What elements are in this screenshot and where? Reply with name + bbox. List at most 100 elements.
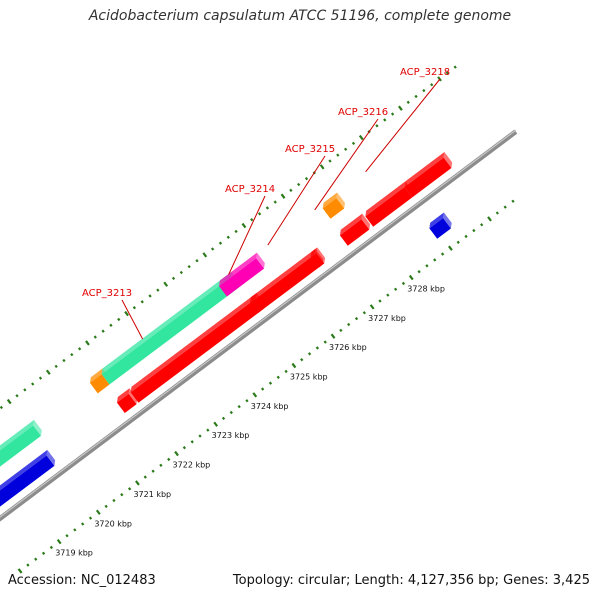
gene-label-leader <box>314 118 379 211</box>
gene-feature <box>429 212 452 239</box>
minor-tick <box>234 229 238 234</box>
feature-body <box>322 198 345 219</box>
scale-label: 3723 kbp <box>212 431 250 440</box>
minor-tick <box>406 100 410 104</box>
feature-facet <box>219 252 258 287</box>
feature-body <box>219 258 265 297</box>
minor-tick <box>151 469 155 473</box>
feature-body <box>89 374 110 394</box>
gene-label: ACP_3216 <box>338 107 388 118</box>
minor-tick <box>430 83 434 87</box>
minor-tick <box>480 223 484 227</box>
gene-feature <box>339 213 371 246</box>
feature-facet <box>365 181 406 217</box>
minor-tick <box>425 264 429 268</box>
minor-tick <box>62 358 66 363</box>
minor-tick <box>229 410 233 415</box>
minor-tick <box>182 446 187 450</box>
minor-tick <box>417 270 421 274</box>
minor-tick <box>268 381 273 385</box>
minor-tick <box>104 504 108 509</box>
feature-cap <box>336 192 346 209</box>
minor-tick <box>26 563 30 567</box>
feature-body <box>310 253 325 268</box>
feature-cap <box>443 212 452 229</box>
map-title: Acidobacterium capsulatum ATCC 51196, co… <box>88 8 512 24</box>
minor-tick <box>143 475 147 479</box>
scale-labels: 3719 kbp 3720 kbp 3721 kbp 3722 kbp 3723 kbp… <box>55 285 445 558</box>
major-tick <box>358 134 364 141</box>
minor-tick <box>351 141 356 146</box>
minor-tick <box>167 457 171 462</box>
feature-body <box>429 218 451 239</box>
gene-label-leader <box>267 155 326 246</box>
feature-body <box>116 393 137 414</box>
gene-feature <box>322 192 346 219</box>
major-tick <box>17 568 23 574</box>
scale-label: 3727 kbp <box>368 314 406 323</box>
feature-cap <box>316 247 326 264</box>
minor-tick <box>159 463 163 467</box>
major-tick <box>85 340 90 346</box>
minor-tick <box>41 551 46 555</box>
minor-tick <box>77 347 82 351</box>
major-tick <box>398 105 403 111</box>
feature-facet <box>130 292 257 393</box>
minor-tick <box>511 199 515 203</box>
major-tick <box>408 274 414 281</box>
scale-label: 3728 kbp <box>407 285 445 294</box>
major-tick <box>280 193 286 199</box>
major-tick <box>241 222 247 229</box>
minor-tick <box>132 306 137 310</box>
feature-body <box>0 455 55 507</box>
minor-tick <box>394 287 398 291</box>
gene-label: ACP_3215 <box>285 144 335 155</box>
minor-tick <box>401 281 406 286</box>
minor-tick <box>73 528 77 532</box>
minor-tick <box>88 516 93 520</box>
gene-feature <box>310 247 326 268</box>
major-tick <box>174 450 179 457</box>
minor-tick <box>495 211 499 215</box>
backbone-line <box>0 129 518 522</box>
minor-tick <box>315 346 320 350</box>
major-tick <box>213 421 219 427</box>
minor-tick <box>297 182 301 187</box>
major-tick <box>487 216 492 222</box>
minor-tick <box>93 335 97 339</box>
feature-facet <box>339 213 363 236</box>
feature-body <box>101 277 239 385</box>
minor-tick <box>148 294 152 298</box>
minor-tick <box>38 376 43 380</box>
minor-tick <box>390 112 395 116</box>
major-tick <box>319 164 325 170</box>
major-tick <box>448 245 453 251</box>
minor-tick <box>195 259 199 263</box>
minor-tick <box>453 65 457 69</box>
feature-facet <box>322 192 338 209</box>
major-tick <box>202 252 208 258</box>
minor-tick <box>472 228 476 233</box>
feature-track <box>0 152 453 507</box>
minor-tick <box>300 358 304 362</box>
major-tick <box>163 281 169 287</box>
feature-body <box>130 298 264 403</box>
feature-facet <box>249 248 316 303</box>
gene-feature <box>0 449 56 507</box>
minor-tick <box>339 328 343 333</box>
minor-tick <box>378 299 382 303</box>
feature-facet <box>404 152 445 188</box>
minor-tick <box>304 176 309 181</box>
minor-tick <box>112 498 116 503</box>
minor-tick <box>221 416 226 421</box>
minor-tick <box>265 206 270 210</box>
feature-body <box>404 157 452 198</box>
feature-facet <box>116 388 130 403</box>
gene-feature <box>404 152 453 198</box>
feature-cap <box>33 419 42 436</box>
minor-tick <box>464 234 468 239</box>
scale-label: 3719 kbp <box>55 549 93 558</box>
major-tick <box>369 304 375 310</box>
minor-tick <box>386 293 390 297</box>
